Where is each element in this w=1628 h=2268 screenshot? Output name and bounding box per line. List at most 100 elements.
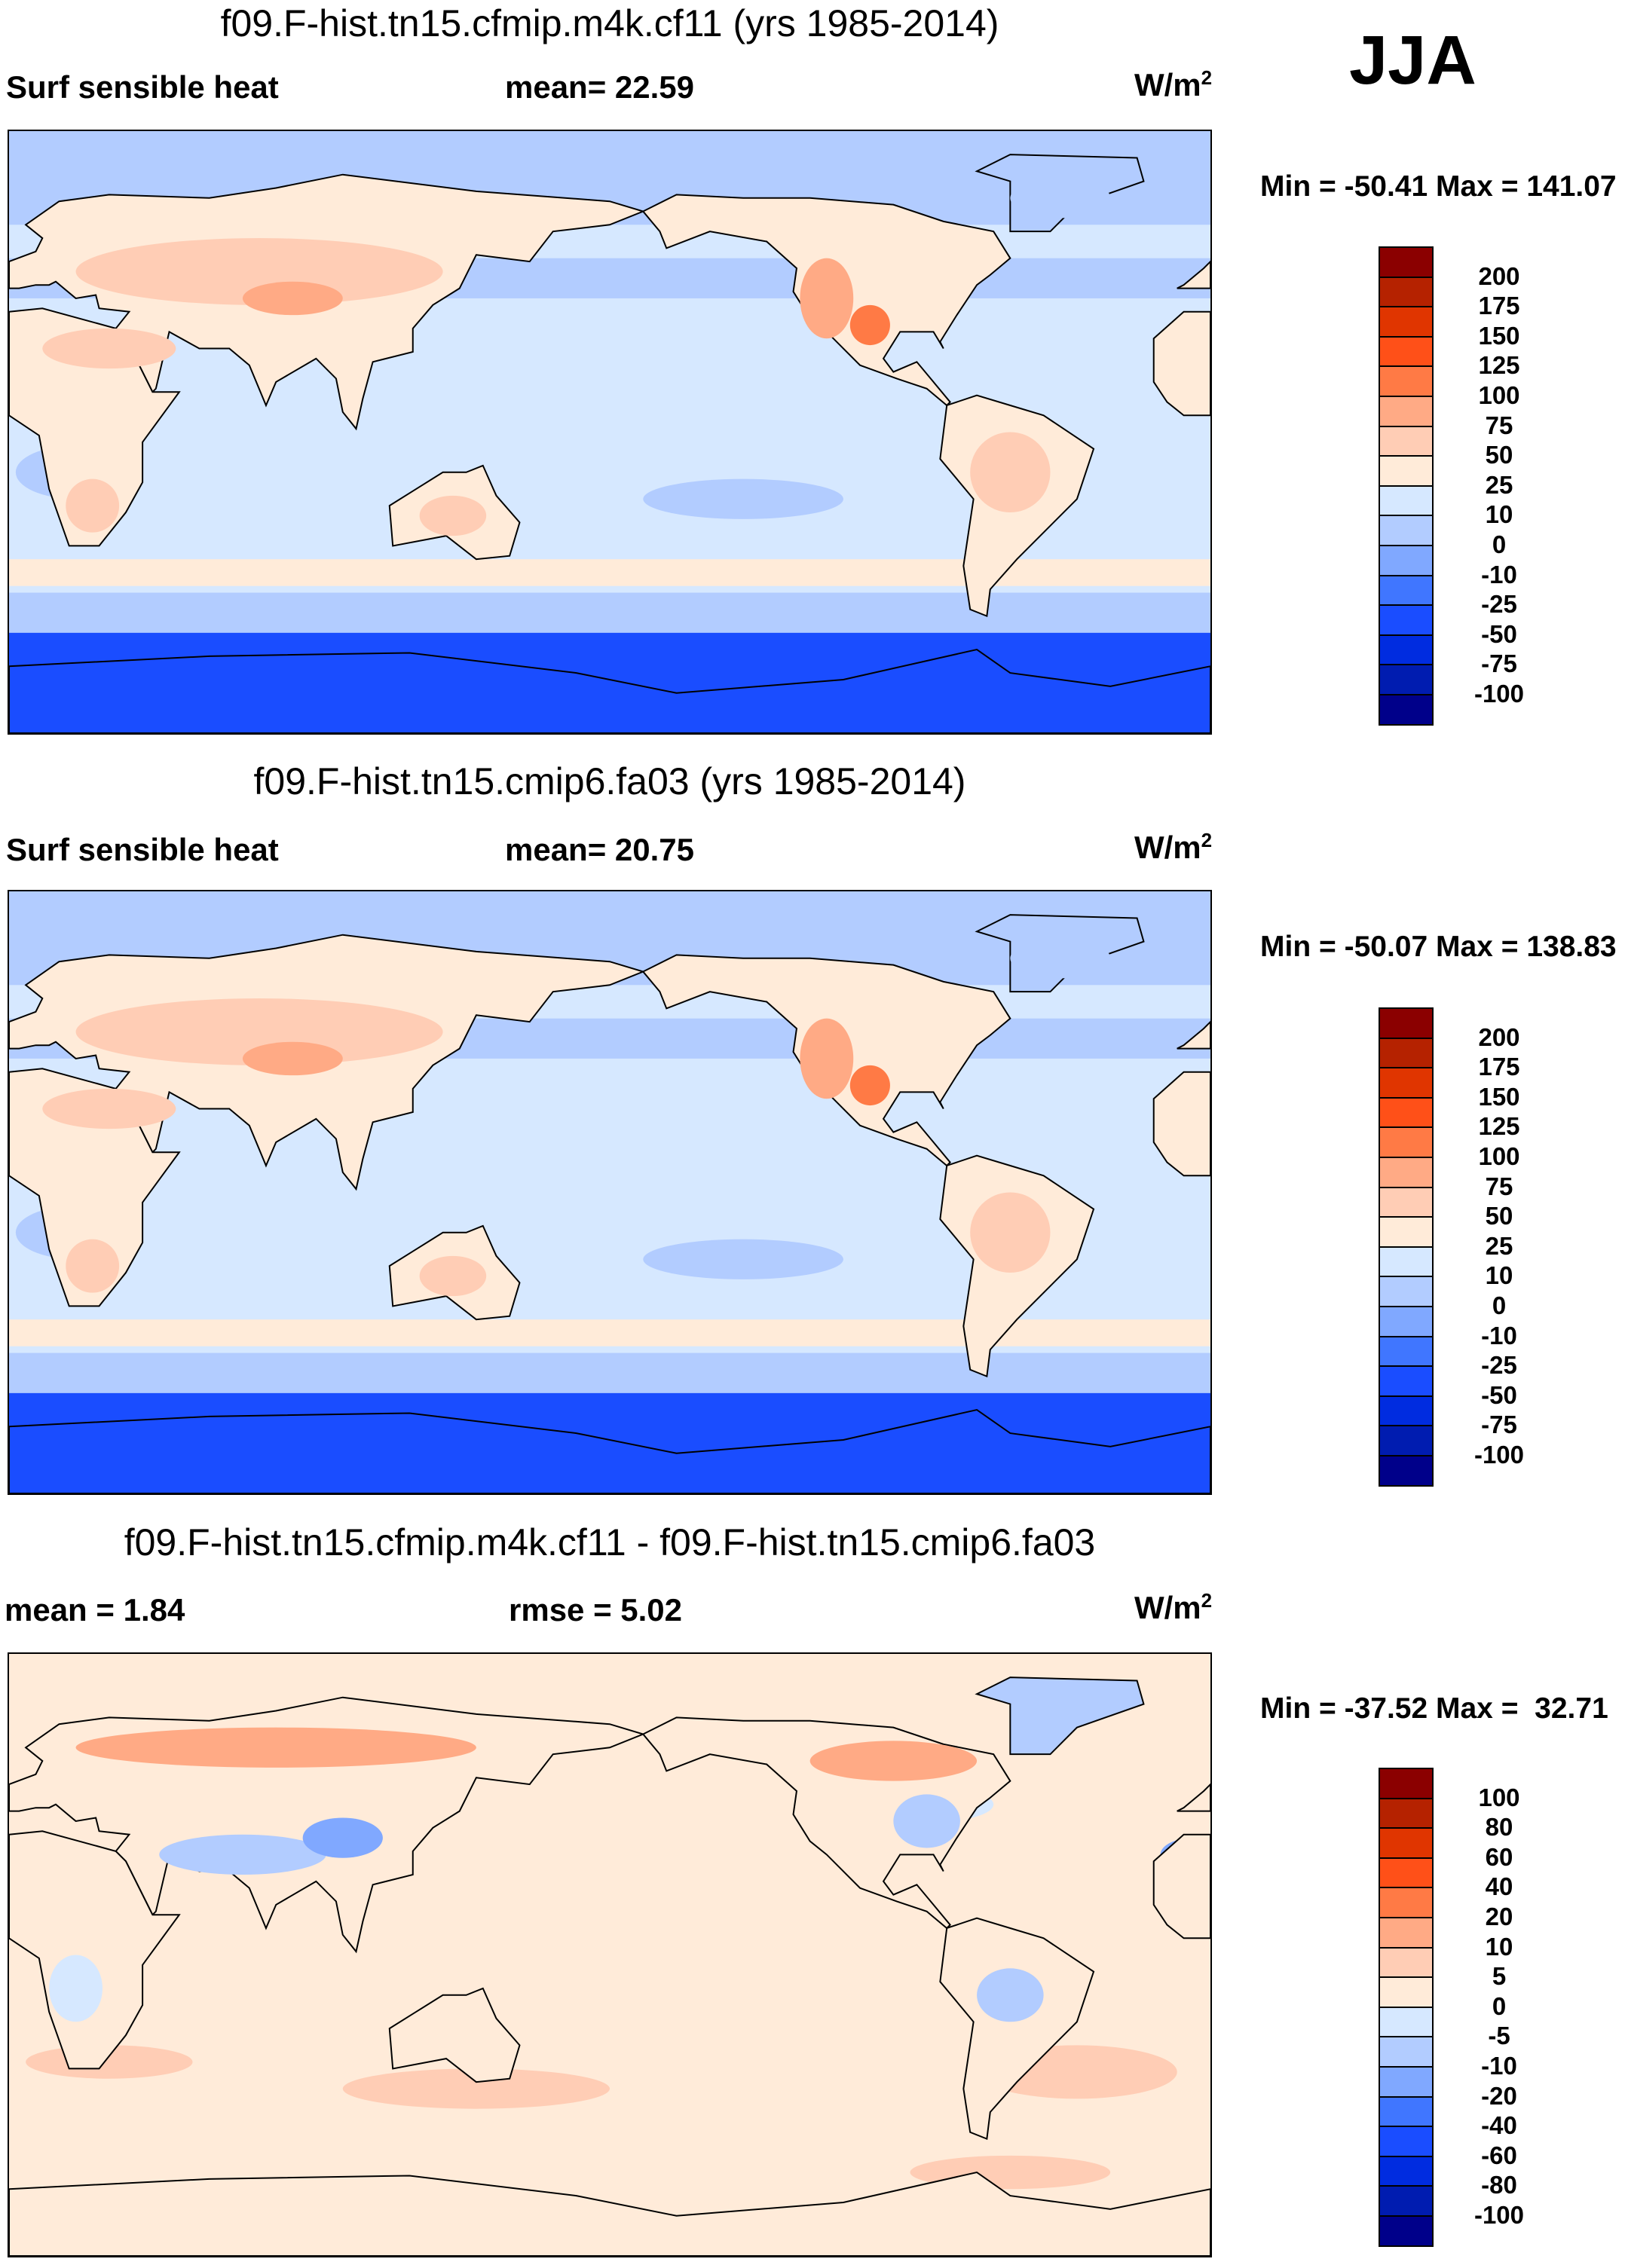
colorbar-box <box>1379 694 1434 726</box>
colorbar-box <box>1379 574 1434 607</box>
land-heat-region <box>849 1065 890 1106</box>
colorbar-box <box>1379 1768 1434 1799</box>
ocean-anomaly <box>643 478 843 519</box>
colorbar-box <box>1379 1306 1434 1337</box>
land-heat-region <box>419 1255 487 1297</box>
panel-2-minmax: Min = -50.07 Max = 138.83 <box>1260 931 1617 963</box>
colorbar-label: 125 <box>1478 1112 1520 1141</box>
panel-1-map <box>8 130 1212 735</box>
colorbar-label: 150 <box>1478 1082 1520 1111</box>
colorbar-box <box>1379 1216 1434 1248</box>
colorbar-label: 200 <box>1478 1022 1520 1051</box>
continent-australia <box>390 1988 520 2082</box>
colorbar-label: -75 <box>1481 1411 1517 1439</box>
colorbar-label: 0 <box>1492 530 1507 558</box>
continent-antarctica <box>9 1410 1210 1493</box>
colorbar-box <box>1379 455 1434 487</box>
land-heat-region <box>42 1088 176 1129</box>
colorbar-box <box>1379 1797 1434 1829</box>
colorbar-box <box>1379 1395 1434 1427</box>
colorbar-box <box>1379 1007 1434 1039</box>
colorbar-label: -50 <box>1481 1380 1517 1409</box>
ocean-anomaly <box>643 1239 843 1279</box>
colorbar-label: -50 <box>1481 619 1517 648</box>
southern-ocean-band <box>9 559 1210 586</box>
land-heat-region <box>75 998 443 1065</box>
panel-2-title: f09.F-hist.tn15.cmip6.fa03 (yrs 1985-201… <box>253 760 966 802</box>
land-anomaly <box>159 1834 326 1875</box>
colorbar-label: -20 <box>1481 2081 1517 2110</box>
continent-europe_w <box>1177 1022 1210 1049</box>
colorbar-label: 175 <box>1478 1053 1520 1081</box>
units-text: W/m <box>1134 830 1201 865</box>
panel-2-units: W/m2 <box>1134 829 1212 866</box>
colorbar-label: 10 <box>1485 1932 1513 1961</box>
colorbar-label: 10 <box>1485 500 1513 529</box>
southern-ocean-band <box>9 592 1210 633</box>
continent-antarctica <box>9 2172 1210 2256</box>
season-label: JJA <box>1349 22 1477 99</box>
colorbar-label: -10 <box>1481 2052 1517 2080</box>
colorbar-box <box>1379 1887 1434 1918</box>
colorbar-box <box>1379 335 1434 368</box>
colorbar-label: 60 <box>1485 1842 1513 1871</box>
colorbar-label: 50 <box>1485 1202 1513 1230</box>
colorbar-box <box>1379 664 1434 695</box>
colorbar-label: 200 <box>1478 261 1520 290</box>
land-anomaly <box>893 1794 960 1848</box>
panel-3-colorbar: 100 80 60 40 20 10 5 0 -5 -10 -20 -40 -60 -80 -100 <box>1379 1768 1524 2247</box>
units-text: W/m <box>1134 67 1201 102</box>
colorbar-box <box>1379 1827 1434 1859</box>
colorbar-box <box>1379 1037 1434 1069</box>
panel-1-minmax: Min = -50.41 Max = 141.07 <box>1260 170 1617 203</box>
panel-1-variable: Surf sensible heat <box>6 69 279 105</box>
southern-ocean-band <box>9 1319 1210 1346</box>
land-heat-region <box>970 432 1051 513</box>
land-heat-region <box>75 238 443 305</box>
colorbar-label: 100 <box>1478 1142 1520 1170</box>
colorbar-label: 150 <box>1478 321 1520 350</box>
panel-1-mean: mean= 22.59 <box>505 69 695 105</box>
continent-africa_w <box>1154 1072 1210 1176</box>
land-anomaly <box>809 1741 978 1781</box>
colorbar-label: 75 <box>1485 411 1513 439</box>
panel-1-units: W/m2 <box>1134 66 1212 103</box>
colorbar-label: 125 <box>1478 351 1520 380</box>
colorbar-box <box>1379 604 1434 636</box>
colorbar-box <box>1379 1276 1434 1307</box>
colorbar-box <box>1379 1857 1434 1889</box>
colorbar-label: 40 <box>1485 1872 1513 1901</box>
panel-1-colorbar: 200 175 150 125 100 75 50 25 10 0 -10 -25 -50 -75 -100 <box>1379 246 1524 726</box>
colorbar-label: -100 <box>1473 2201 1525 2229</box>
colorbar-box <box>1379 2126 1434 2157</box>
land-anomaly <box>977 1968 1044 2022</box>
panel-3-minmax: Min = -37.52 Max = 32.71 <box>1260 1692 1608 1725</box>
continent-antarctica <box>9 650 1210 733</box>
ocean-anomaly <box>342 2068 610 2109</box>
continent-europe_w <box>1177 1784 1210 1811</box>
land-heat-region <box>242 1041 343 1076</box>
colorbar-label: -10 <box>1481 560 1517 588</box>
colorbar-label: 80 <box>1485 1813 1513 1842</box>
panel-1-title: f09.F-hist.tn15.cfmip.m4k.cf11 (yrs 1985… <box>220 2 999 44</box>
units-sup: 2 <box>1201 66 1213 89</box>
colorbar-box <box>1379 1157 1434 1188</box>
colorbar-box <box>1379 365 1434 397</box>
land-anomaly <box>49 1955 103 2022</box>
colorbar-box <box>1379 306 1434 338</box>
colorbar-box <box>1379 1365 1434 1397</box>
colorbar-box <box>1379 396 1434 427</box>
continent-africa <box>9 1831 179 2068</box>
colorbar-label: -100 <box>1473 680 1525 708</box>
continent-greenland <box>977 1677 1143 1754</box>
greenland-region <box>1010 938 1111 979</box>
colorbar-label: 10 <box>1485 1261 1513 1290</box>
colorbar-box <box>1379 2066 1434 2098</box>
land-anomaly <box>302 1817 383 1858</box>
colorbar-label: 50 <box>1485 441 1513 469</box>
greenland-region <box>1010 178 1111 219</box>
colorbar-box <box>1379 484 1434 517</box>
colorbar-box <box>1379 2155 1434 2187</box>
land-heat-region <box>66 1239 120 1293</box>
land-heat-region <box>800 258 854 339</box>
